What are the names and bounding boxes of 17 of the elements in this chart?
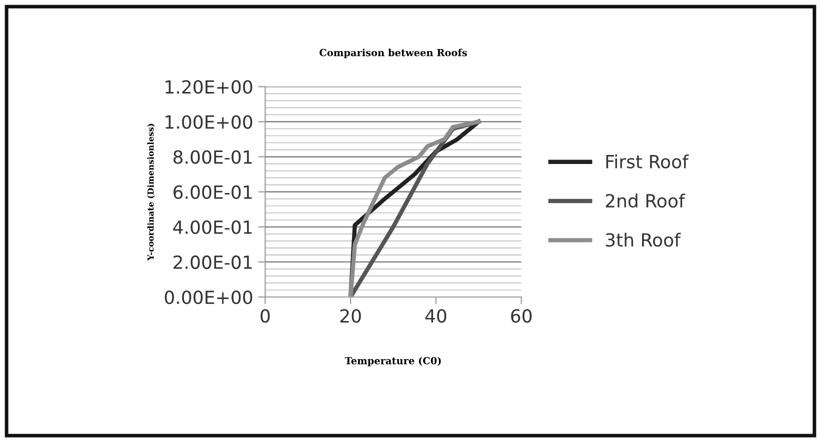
legend-label: First Roof (606, 154, 689, 168)
x-tick-label: 20 (340, 309, 361, 323)
y-tick-label: 4.00E-01 (173, 220, 252, 234)
y-tick-label: 6.00E-01 (174, 185, 252, 199)
y-axis-title: Y-coordinate (Dimensionless) (147, 124, 155, 261)
x-axis-title: Temperature (C0) (344, 356, 441, 366)
y-tick-label: 8.00E-01 (174, 150, 252, 164)
chart-title: Comparison between Roofs (320, 48, 467, 58)
y-tick-label: 2.00E-01 (174, 255, 252, 270)
legend-label: 2nd Roof (606, 194, 686, 208)
x-tick-label: 40 (425, 309, 446, 323)
y-tick-label: 0.00E+00 (164, 290, 252, 304)
y-tick-label: 1.20E+00 (166, 80, 252, 94)
x-tick-label: 60 (511, 309, 532, 323)
legend-label: 3th Roof (606, 232, 681, 247)
y-tick-label: 1.00E+00 (166, 115, 252, 129)
x-tick-label: 0 (260, 309, 270, 323)
